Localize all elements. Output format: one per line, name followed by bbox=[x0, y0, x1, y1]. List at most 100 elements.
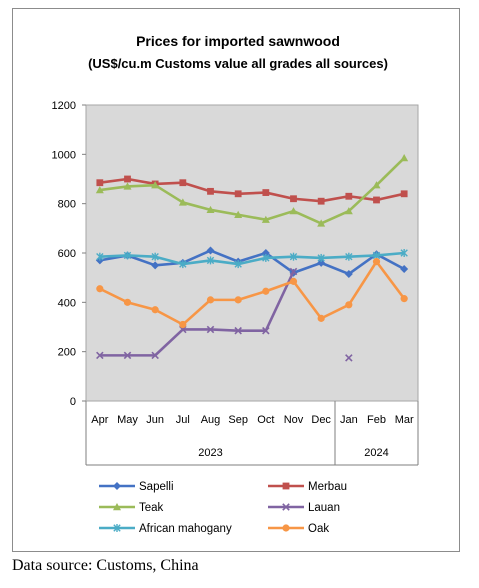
x-tick-label: Jan bbox=[340, 414, 358, 426]
data-point-oak bbox=[151, 306, 159, 314]
data-source-note: Data source: Customs, China bbox=[12, 557, 199, 574]
data-point-oak bbox=[96, 285, 104, 293]
data-point-teak bbox=[344, 207, 353, 215]
x-tick-label: Feb bbox=[367, 414, 386, 426]
legend-entry-teak: Teak bbox=[99, 502, 164, 514]
legend-label: African mahogany bbox=[139, 523, 232, 535]
data-point-lauan bbox=[345, 354, 353, 362]
data-point-merbau bbox=[234, 190, 242, 198]
x-tick-label: Nov bbox=[284, 414, 304, 426]
data-point-oak bbox=[400, 295, 408, 303]
x-tick-label: Dec bbox=[311, 414, 331, 426]
y-tick-label: 200 bbox=[58, 347, 76, 359]
x-tick-label: Apr bbox=[91, 414, 108, 426]
data-point-merbau bbox=[179, 179, 187, 187]
series-line-teak bbox=[99, 157, 406, 225]
data-point-lauan bbox=[151, 351, 159, 360]
marker-stroke bbox=[234, 326, 242, 335]
marker-stroke bbox=[206, 325, 215, 334]
data-point-oak bbox=[289, 277, 298, 285]
data-point-african-mahogany bbox=[345, 252, 353, 261]
legend-swatch-marker bbox=[282, 503, 290, 511]
legend-label: Lauan bbox=[308, 502, 340, 514]
data-point-teak bbox=[95, 186, 104, 194]
data-point-oak bbox=[345, 301, 353, 309]
data-point-merbau bbox=[124, 175, 131, 183]
data-point-oak bbox=[372, 258, 381, 266]
plot-area bbox=[85, 104, 419, 402]
data-point-merbau bbox=[207, 187, 214, 195]
data-point-sapelli bbox=[151, 261, 160, 270]
x-tick-label: Aug bbox=[201, 414, 221, 426]
data-point-sapelli bbox=[344, 269, 353, 278]
legend-entry-sapelli: Sapelli bbox=[99, 481, 174, 493]
data-point-teak bbox=[289, 207, 298, 215]
x-tick-label: Jul bbox=[176, 414, 190, 426]
x-tick-label: Oct bbox=[257, 414, 274, 426]
y-tick-label: 0 bbox=[70, 396, 76, 408]
data-point-oak bbox=[179, 320, 187, 329]
data-point-merbau bbox=[317, 197, 325, 205]
legend-entry-merbau: Merbau bbox=[268, 481, 347, 493]
series-line-african-mahogany bbox=[99, 251, 405, 266]
marker-stroke bbox=[123, 351, 132, 360]
marker-stroke bbox=[289, 267, 298, 276]
data-point-sapelli bbox=[400, 265, 409, 274]
legend-label: Merbau bbox=[308, 481, 347, 493]
chart-subtitle: (US$/cu.m Customs value all grades all s… bbox=[88, 56, 388, 71]
data-point-african-mahogany bbox=[96, 252, 104, 261]
data-point-oak bbox=[317, 314, 325, 322]
legend-swatch-marker bbox=[113, 482, 121, 490]
data-point-african-mahogany bbox=[151, 252, 159, 261]
data-point-african-mahogany bbox=[179, 260, 187, 269]
series-line-sapelli bbox=[99, 249, 405, 276]
price-line-chart: Prices for imported sawnwood (US$/cu.m C… bbox=[52, 33, 419, 535]
x-tick-label: Sep bbox=[228, 414, 248, 426]
year-label: 2024 bbox=[364, 447, 388, 459]
data-point-sapelli bbox=[206, 246, 215, 255]
data-point-teak bbox=[151, 181, 160, 189]
data-point-lauan bbox=[206, 325, 215, 334]
legend-entry-oak: Oak bbox=[268, 523, 329, 535]
data-point-oak bbox=[234, 296, 242, 304]
data-point-oak bbox=[262, 287, 270, 295]
legend-entry-lauan: Lauan bbox=[268, 502, 340, 514]
data-point-teak bbox=[206, 205, 215, 214]
marker-stroke bbox=[151, 351, 159, 360]
data-point-lauan bbox=[262, 326, 270, 335]
marker-stroke bbox=[96, 351, 104, 360]
series-line-merbau bbox=[99, 177, 405, 203]
data-point-merbau bbox=[345, 192, 353, 200]
data-point-lauan bbox=[289, 267, 298, 276]
marker-stroke bbox=[282, 503, 290, 511]
data-point-merbau bbox=[96, 179, 104, 187]
legend-swatch-marker bbox=[113, 503, 121, 511]
data-point-lauan bbox=[123, 351, 132, 360]
marker-stroke bbox=[262, 326, 270, 335]
data-point-merbau bbox=[262, 189, 270, 196]
data-point-african-mahogany bbox=[400, 249, 408, 257]
data-point-oak bbox=[123, 298, 132, 306]
data-point-teak bbox=[178, 198, 187, 206]
data-point-african-mahogany bbox=[123, 251, 132, 260]
data-point-merbau bbox=[400, 190, 408, 198]
data-point-merbau bbox=[290, 195, 297, 203]
data-point-african-mahogany bbox=[206, 256, 215, 265]
data-point-african-mahogany bbox=[289, 252, 298, 261]
chart-frame: Prices for imported sawnwood (US$/cu.m C… bbox=[12, 8, 460, 552]
x-tick-label: May bbox=[117, 414, 138, 426]
legend-swatch-marker bbox=[282, 524, 290, 532]
data-point-teak bbox=[261, 215, 270, 223]
data-point-lauan bbox=[234, 326, 242, 335]
y-tick-label: 800 bbox=[58, 199, 76, 211]
data-point-sapelli bbox=[261, 249, 270, 257]
data-point-african-mahogany bbox=[317, 253, 325, 262]
legend-swatch-marker bbox=[282, 482, 290, 490]
x-tick-label: Mar bbox=[395, 414, 414, 426]
data-point-african-mahogany bbox=[262, 253, 270, 262]
legend-label: Sapelli bbox=[139, 481, 174, 493]
series-line-lauan bbox=[99, 270, 295, 357]
chart-title: Prices for imported sawnwood bbox=[136, 33, 340, 49]
data-point-oak bbox=[206, 296, 215, 304]
legend-label: Oak bbox=[308, 523, 329, 535]
